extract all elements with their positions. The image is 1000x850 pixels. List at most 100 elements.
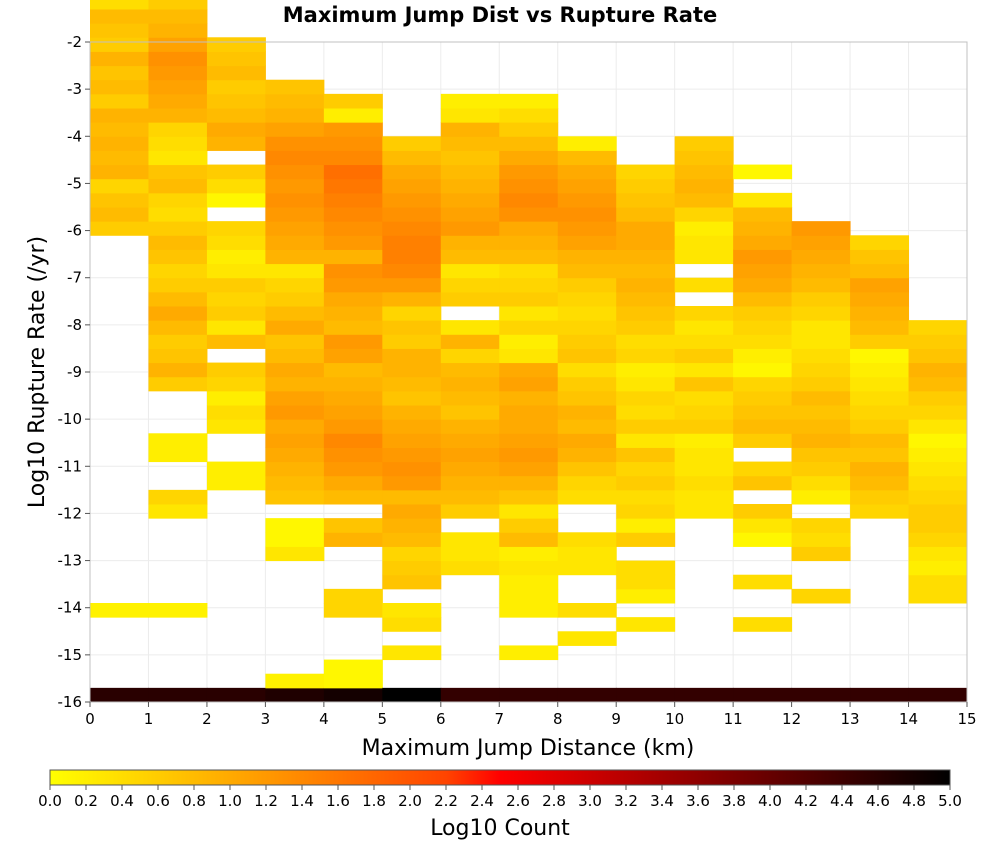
heatmap-cell: [90, 37, 149, 52]
y-tick-label: -16: [58, 693, 83, 711]
heatmap-cell: [791, 447, 851, 463]
heatmap-cell: [440, 560, 500, 576]
colorbar-tick-label: 0.6: [146, 792, 170, 810]
heatmap-cell: [382, 178, 442, 194]
heatmap-cell: [908, 348, 968, 364]
colorbar: [49, 769, 951, 786]
heatmap-cell: [382, 306, 442, 321]
heatmap-cell: [206, 122, 266, 137]
heatmap-cell: [791, 532, 851, 547]
heatmap-cell: [850, 277, 910, 293]
y-tick-label: -9: [67, 363, 82, 381]
heatmap-cell: [382, 348, 442, 364]
heatmap-cell: [616, 192, 676, 208]
heatmap-cell: [557, 475, 617, 491]
heatmap-cell: [557, 546, 617, 562]
y-tick-label: -6: [67, 222, 82, 240]
heatmap-cell: [90, 687, 149, 703]
heatmap-cell: [499, 560, 559, 576]
heatmap-cell: [850, 489, 910, 505]
heatmap-cell: [323, 306, 383, 321]
heatmap-cell: [148, 65, 208, 81]
heatmap-cell: [323, 291, 383, 307]
heatmap-cell: [557, 178, 617, 194]
heatmap-cell: [265, 235, 325, 250]
y-tick-label: -8: [67, 316, 82, 334]
heatmap-cell: [265, 461, 325, 477]
heatmap-cell: [382, 603, 442, 618]
colorbar-tick-label: 0.0: [38, 792, 62, 810]
heatmap-cell: [616, 348, 676, 364]
heatmap-cell: [148, 51, 208, 67]
heatmap-cell: [206, 390, 266, 406]
colorbar-tick-label: 2.6: [506, 792, 530, 810]
heatmap-cell: [499, 461, 559, 477]
heatmap-cell: [148, 362, 208, 378]
heatmap-cell: [616, 433, 676, 448]
heatmap-cell: [908, 546, 968, 562]
heatmap-cell: [499, 207, 559, 222]
heatmap-cell: [499, 376, 559, 392]
y-tick-label: -12: [58, 504, 83, 522]
heatmap-cell: [733, 334, 793, 349]
heatmap-cell: [440, 221, 500, 236]
heatmap-cell: [440, 447, 500, 463]
x-tick-label: 4: [319, 710, 329, 728]
heatmap-cell: [90, 65, 149, 81]
heatmap-cell: [382, 447, 442, 463]
colorbar-tick-label: 0.8: [182, 792, 206, 810]
heatmap-cell: [616, 207, 676, 222]
heatmap-cell: [616, 574, 676, 590]
heatmap-cell: [850, 263, 910, 279]
heatmap-cell: [791, 306, 851, 321]
heatmap-cell: [265, 433, 325, 448]
colorbar-tick-label: 1.0: [218, 792, 242, 810]
heatmap-cell: [557, 433, 617, 448]
heatmap-cell: [674, 178, 734, 194]
heatmap-cells: [90, 0, 968, 703]
heatmap-cell: [382, 475, 442, 491]
heatmap-cell: [557, 419, 617, 434]
heatmap-cell: [148, 79, 208, 95]
heatmap-cell: [674, 207, 734, 222]
heatmap-cell: [850, 433, 910, 448]
heatmap-cell: [206, 376, 266, 392]
heatmap-cell: [440, 489, 500, 505]
heatmap-cell: [148, 164, 208, 180]
heatmap-cell: [908, 489, 968, 505]
heatmap-cell: [265, 207, 325, 222]
heatmap-cell: [382, 405, 442, 420]
heatmap-cell: [908, 362, 968, 378]
heatmap-cell: [557, 489, 617, 505]
heatmap-cell: [674, 192, 734, 208]
heatmap-cell: [265, 390, 325, 406]
heatmap-cell: [616, 249, 676, 265]
heatmap-cell: [674, 362, 734, 378]
heatmap-cell: [382, 207, 442, 222]
heatmap-cell: [674, 306, 734, 321]
heatmap-cell: [440, 178, 500, 194]
heatmap-cell: [265, 447, 325, 463]
heatmap-cell: [323, 461, 383, 477]
heatmap-cell: [265, 178, 325, 194]
heatmap-cell: [499, 645, 559, 661]
heatmap-cell: [265, 263, 325, 279]
heatmap-cell: [323, 263, 383, 279]
heatmap-cell: [499, 546, 559, 562]
heatmap-cell: [148, 136, 208, 151]
heatmap-cell: [440, 108, 500, 123]
heatmap-cell: [323, 320, 383, 335]
heatmap-cell: [148, 150, 208, 166]
heatmap-cell: [499, 277, 559, 293]
heatmap-cell: [206, 320, 266, 335]
y-tick-label: -2: [67, 33, 82, 51]
heatmap-cell: [90, 122, 149, 137]
heatmap-cell: [674, 461, 734, 477]
heatmap-cell: [382, 150, 442, 166]
heatmap-cell: [557, 249, 617, 265]
heatmap-cell: [382, 419, 442, 434]
heatmap-cell: [557, 687, 617, 703]
x-tick-label: 7: [494, 710, 504, 728]
heatmap-cell: [440, 362, 500, 378]
heatmap-cell: [90, 221, 149, 236]
